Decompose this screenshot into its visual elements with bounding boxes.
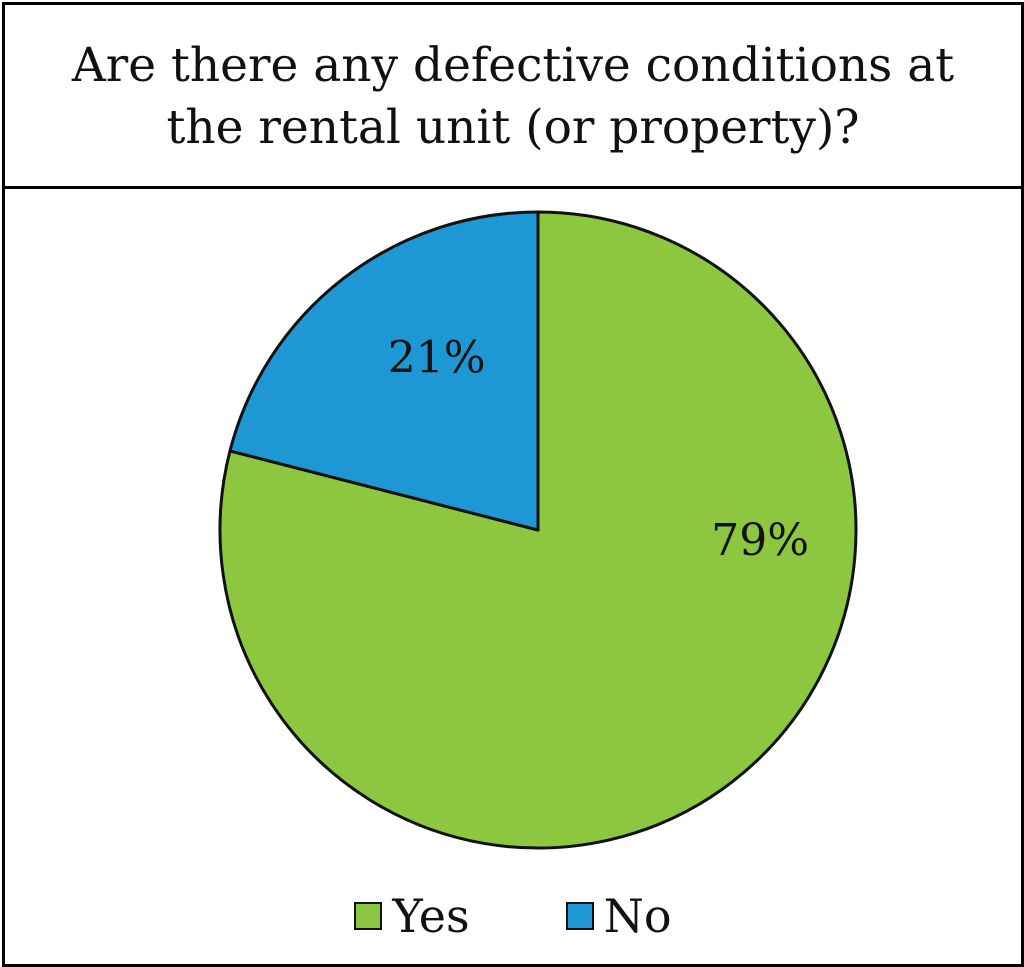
legend-swatch-no: [565, 902, 594, 930]
title-box: Are there any defective conditions at th…: [5, 5, 1021, 189]
legend-item-no: No: [565, 889, 672, 943]
pie-slice-no: [228, 210, 540, 532]
pie-chart: 79% 21%: [218, 210, 858, 850]
chart-title: Are there any defective conditions at th…: [71, 37, 955, 155]
legend-swatch-yes: [354, 902, 383, 930]
legend-label-yes: Yes: [392, 889, 470, 943]
data-label-no: 21%: [388, 332, 486, 383]
pie-data-labels: 79% 21%: [388, 332, 809, 566]
pie-group: [218, 210, 858, 850]
data-label-yes: 79%: [711, 515, 809, 566]
legend-item-yes: Yes: [354, 889, 470, 943]
legend-label-no: No: [603, 889, 672, 943]
legend: Yes No: [5, 889, 1021, 943]
